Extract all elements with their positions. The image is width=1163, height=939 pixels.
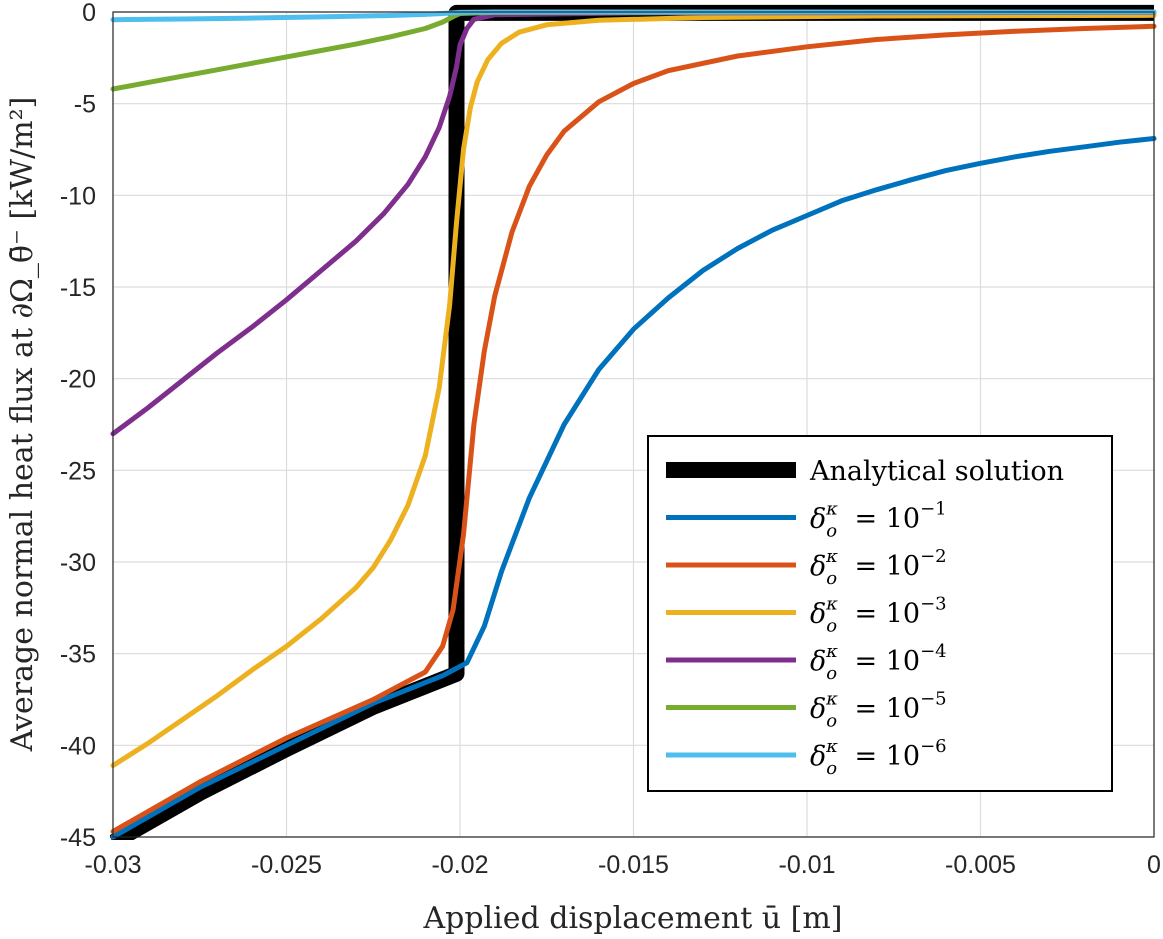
x-tick-label: -0.01	[779, 851, 836, 879]
legend-label: Analytical solution	[809, 456, 1064, 487]
legend-label: δoκ = 10−4	[810, 641, 947, 684]
x-tick-label: -0.02	[432, 851, 489, 879]
x-tick-label: -0.025	[251, 851, 322, 879]
legend-label: δoκ = 10−2	[810, 546, 947, 589]
x-tick-label: -0.015	[598, 851, 669, 879]
x-tick-label: -0.005	[945, 851, 1016, 879]
y-tick-label: 0	[82, 0, 96, 27]
y-tick-label: -25	[60, 457, 96, 485]
y-tick-label: -40	[60, 732, 96, 760]
y-tick-label: -15	[60, 274, 96, 302]
legend-label: δoκ = 10−6	[810, 736, 947, 779]
x-tick-labels: -0.03 -0.025 -0.02 -0.015 -0.01 -0.005 0	[85, 851, 1161, 879]
legend-label: δoκ = 10−1	[810, 499, 947, 542]
x-axis-label: Applied displacement ū [m]	[422, 901, 842, 936]
y-tick-label: -30	[60, 549, 96, 577]
y-tick-label: -5	[74, 91, 96, 119]
series-delta-line-2	[110, 23, 1157, 834]
y-tick-labels: 0 -5 -10 -15 -20 -25 -30 -35 -40 -45	[60, 0, 96, 852]
y-tick-label: -20	[60, 366, 96, 394]
legend-label: δoκ = 10−5	[810, 689, 947, 732]
series-delta-line-1	[110, 136, 1157, 840]
series-delta-line-4	[110, 9, 1157, 437]
series-lines	[110, 4, 1157, 840]
y-tick-label: -35	[60, 641, 96, 669]
x-tick-label: 0	[1147, 851, 1161, 879]
series-delta-line-3	[110, 12, 1157, 768]
x-tick-label: -0.03	[85, 851, 142, 879]
y-axis-label: Average normal heat flux at ∂Ω_θ̄⁻ [kW/m…	[5, 97, 40, 753]
plot-frame	[112, 11, 1155, 838]
legend-label: δoκ = 10−3	[810, 594, 947, 637]
y-tick-label: -45	[60, 824, 96, 852]
y-tick-label: -10	[60, 182, 96, 210]
